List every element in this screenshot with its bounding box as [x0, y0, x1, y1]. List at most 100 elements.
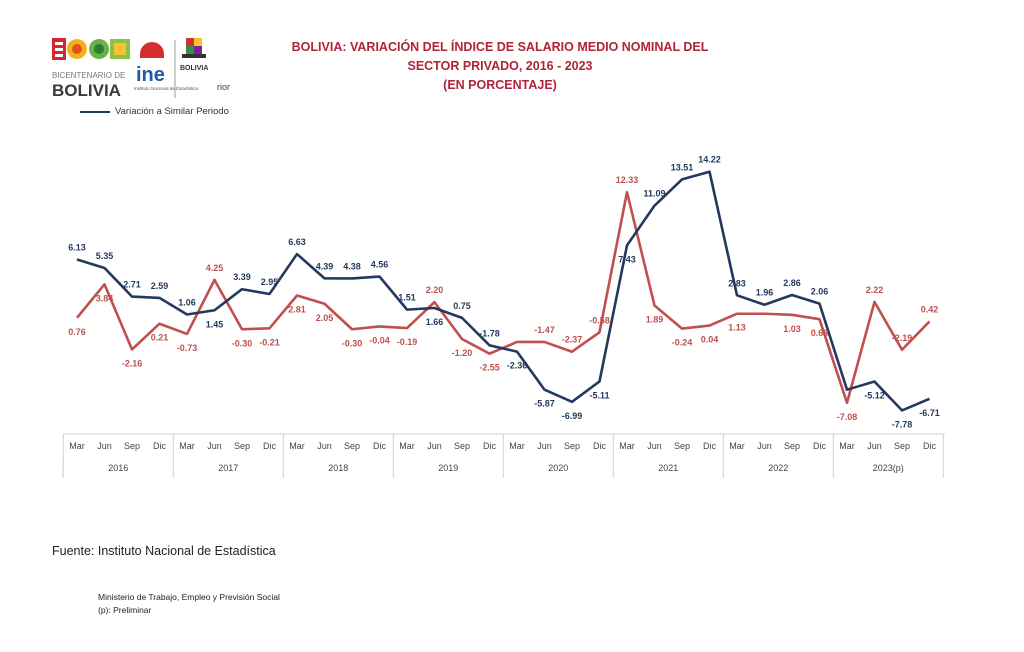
category-tick-label: Dic — [263, 441, 276, 451]
data-label: 2.71 — [123, 280, 141, 290]
data-label: -1.20 — [452, 348, 473, 358]
year-label: 2021 — [658, 463, 678, 473]
category-tick-label: Dic — [153, 441, 166, 451]
category-tick-label: Sep — [784, 441, 800, 451]
year-label: 2023(p) — [873, 463, 904, 473]
category-tick-label: Dic — [813, 441, 826, 451]
category-tick-label: Mar — [729, 441, 745, 451]
legend-swatch — [80, 110, 110, 113]
data-label: 2.05 — [316, 313, 334, 323]
data-label: -0.21 — [259, 337, 280, 347]
data-label: 0.75 — [453, 301, 471, 311]
category-tick-label: Jun — [757, 441, 772, 451]
category-tick-label: Jun — [207, 441, 222, 451]
data-label: -2.55 — [479, 363, 500, 373]
category-tick-label: Sep — [234, 441, 250, 451]
truncated-legend-text: rior — [217, 82, 230, 92]
chart-title-line-1: BOLIVIA: VARIACIÓN DEL ÍNDICE DE SALARIO… — [291, 40, 709, 54]
svg-text:Instituto Nacional de Estadíst: Instituto Nacional de Estadística — [134, 86, 199, 91]
category-tick-label: Mar — [179, 441, 195, 451]
data-label: 3.39 — [233, 272, 251, 282]
data-label: -0.30 — [232, 338, 253, 348]
category-tick-label: Dic — [923, 441, 936, 451]
category-tick-label: Dic — [483, 441, 496, 451]
data-label: -6.71 — [919, 408, 940, 418]
data-label: 11.09 — [643, 189, 665, 199]
data-label: -0.04 — [369, 335, 390, 345]
category-tick-label: Dic — [373, 441, 386, 451]
category-tick-label: Mar — [619, 441, 635, 451]
category-tick-label: Dic — [593, 441, 606, 451]
footnote-ministry: Ministerio de Trabajo, Empleo y Previsió… — [98, 592, 280, 602]
category-tick-label: Jun — [647, 441, 662, 451]
data-label: 2.22 — [866, 285, 884, 295]
year-label: 2018 — [328, 463, 348, 473]
category-tick-label: Mar — [399, 441, 415, 451]
data-label: 1.89 — [646, 314, 664, 324]
data-label: 12.33 — [616, 175, 639, 185]
data-label: -0.19 — [397, 337, 418, 347]
data-label: 2.86 — [783, 278, 801, 288]
data-label: 5.35 — [96, 251, 114, 261]
data-label: 1.13 — [728, 323, 746, 333]
ministry-logo: BOLIVIA — [180, 38, 208, 72]
svg-text:BICENTENARIO DE: BICENTENARIO DE — [52, 71, 125, 80]
category-tick-label: Dic — [703, 441, 716, 451]
year-label: 2022 — [768, 463, 788, 473]
year-label: 2019 — [438, 463, 458, 473]
category-tick-label: Jun — [537, 441, 552, 451]
year-label: 2016 — [108, 463, 128, 473]
category-tick-label: Sep — [344, 441, 360, 451]
category-tick-label: Mar — [69, 441, 85, 451]
data-label: -2.37 — [562, 335, 583, 345]
data-label: -5.11 — [589, 390, 609, 400]
category-tick-label: Mar — [839, 441, 855, 451]
legend-label: Variación a Similar Periodo — [115, 106, 229, 117]
footnote-preliminary: (p): Preliminar — [98, 605, 152, 615]
data-label: 4.25 — [206, 263, 224, 273]
data-label: 6.63 — [288, 237, 306, 247]
ine-logo: ine Instituto Nacional de Estadística — [134, 40, 199, 98]
data-label: -7.78 — [892, 419, 913, 429]
chart-title: BOLIVIA: VARIACIÓN DEL ÍNDICE DE SALARIO… — [240, 38, 760, 95]
bicentenario-logo: BICENTENARIO DE BOLIVIA — [52, 38, 130, 100]
series-line-blue — [76, 170, 931, 412]
svg-text:BOLIVIA: BOLIVIA — [52, 81, 121, 100]
category-tick-label: Jun — [427, 441, 442, 451]
chart-title-line-3: (EN PORCENTAJE) — [443, 78, 557, 92]
data-label: 1.96 — [756, 288, 774, 298]
svg-text:ine: ine — [136, 64, 165, 86]
data-label: 4.56 — [371, 260, 389, 270]
data-label: 0.42 — [921, 304, 939, 314]
data-label: 0.21 — [151, 333, 169, 343]
data-label: 2.06 — [811, 287, 829, 297]
category-tick-label: Sep — [674, 441, 690, 451]
data-label: 1.66 — [426, 317, 444, 327]
data-label: -2.36 — [507, 361, 528, 371]
data-label: -0.73 — [177, 343, 198, 353]
data-label: 2.59 — [151, 281, 169, 291]
footnotes: Ministerio de Trabajo, Empleo y Previsió… — [98, 591, 280, 617]
data-label: -0.58 — [589, 315, 610, 325]
data-label: -7.08 — [837, 412, 858, 422]
data-label: 2.83 — [728, 278, 746, 288]
chart-title-line-2: SECTOR PRIVADO, 2016 - 2023 — [407, 59, 593, 73]
data-label: 3.84 — [96, 293, 114, 303]
category-tick-label: Jun — [97, 441, 112, 451]
year-label: 2017 — [218, 463, 238, 473]
data-label: 7.43 — [618, 254, 636, 264]
data-label: -2.19 — [892, 333, 913, 343]
data-label: -6.99 — [562, 411, 583, 421]
category-tick-label: Sep — [564, 441, 580, 451]
data-label: 2.81 — [288, 305, 306, 315]
category-tick-label: Mar — [509, 441, 525, 451]
data-label: 4.38 — [343, 261, 361, 271]
data-label: -0.24 — [672, 338, 693, 348]
data-label: 13.51 — [671, 162, 694, 172]
data-label: -5.12 — [864, 391, 885, 401]
chart-legend: Variación a Similar Periodo — [80, 106, 229, 117]
svg-text:BOLIVIA: BOLIVIA — [180, 65, 208, 72]
data-label: 2.95 — [261, 277, 279, 287]
data-label: 6.13 — [68, 242, 86, 252]
